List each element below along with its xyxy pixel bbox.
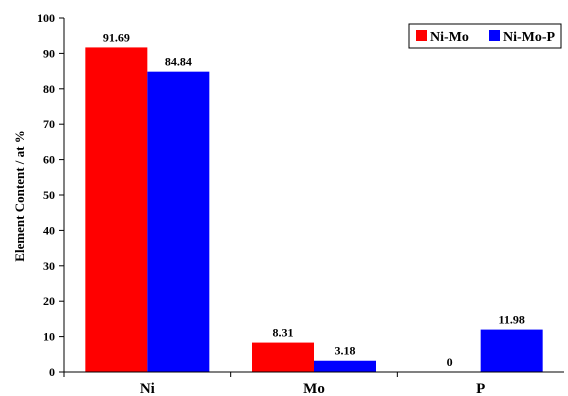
legend-label-ni-mo: Ni-Mo	[430, 30, 469, 45]
legend: Ni-Mo Ni-Mo-P	[408, 23, 562, 49]
bar-ni-mo-p-ni	[147, 71, 210, 373]
data-label: 91.69	[103, 30, 130, 44]
y-axis-title: Element Content / at %	[12, 130, 27, 261]
bar-ni-mo-p-p	[480, 329, 543, 372]
x-tick-label: P	[476, 381, 485, 396]
y-tick-label: 80	[43, 82, 55, 96]
x-tick-label: Mo	[303, 381, 325, 396]
legend-swatch-ni-mo-p	[489, 30, 500, 41]
bar-ni-mo-p-mo	[314, 360, 376, 372]
legend-frame	[408, 23, 562, 49]
y-tick-label: 30	[43, 259, 55, 273]
bar-ni-mo-mo	[252, 342, 314, 372]
y-tick-label: 20	[43, 294, 55, 308]
y-tick-label: 10	[43, 330, 55, 344]
y-axis-ticks: 0 10 20 30 40 50 60 70 80 90 100	[37, 11, 64, 379]
data-labels: 91.69 84.84 8.31 3.18 0 11.98	[103, 30, 525, 369]
category-labels: Ni Mo P	[63, 372, 485, 396]
y-tick-label: 60	[43, 153, 55, 167]
y-tick-label: 0	[49, 365, 55, 379]
y-tick-label: 100	[37, 11, 55, 25]
y-tick-label: 90	[43, 46, 55, 60]
data-label: 11.98	[498, 313, 524, 327]
y-tick-label: 50	[43, 188, 55, 202]
y-tick-label: 70	[43, 117, 55, 131]
data-label: 84.84	[165, 55, 192, 69]
bar-ni-mo-ni	[85, 47, 148, 373]
data-label: 8.31	[273, 326, 294, 340]
y-tick-label: 40	[43, 223, 55, 237]
data-label: 3.18	[335, 344, 356, 358]
data-label: 0	[447, 355, 453, 369]
bars	[85, 47, 543, 373]
x-tick-label: Ni	[140, 381, 155, 396]
legend-swatch-ni-mo	[416, 30, 427, 41]
legend-label-ni-mo-p: Ni-Mo-P	[503, 30, 556, 45]
